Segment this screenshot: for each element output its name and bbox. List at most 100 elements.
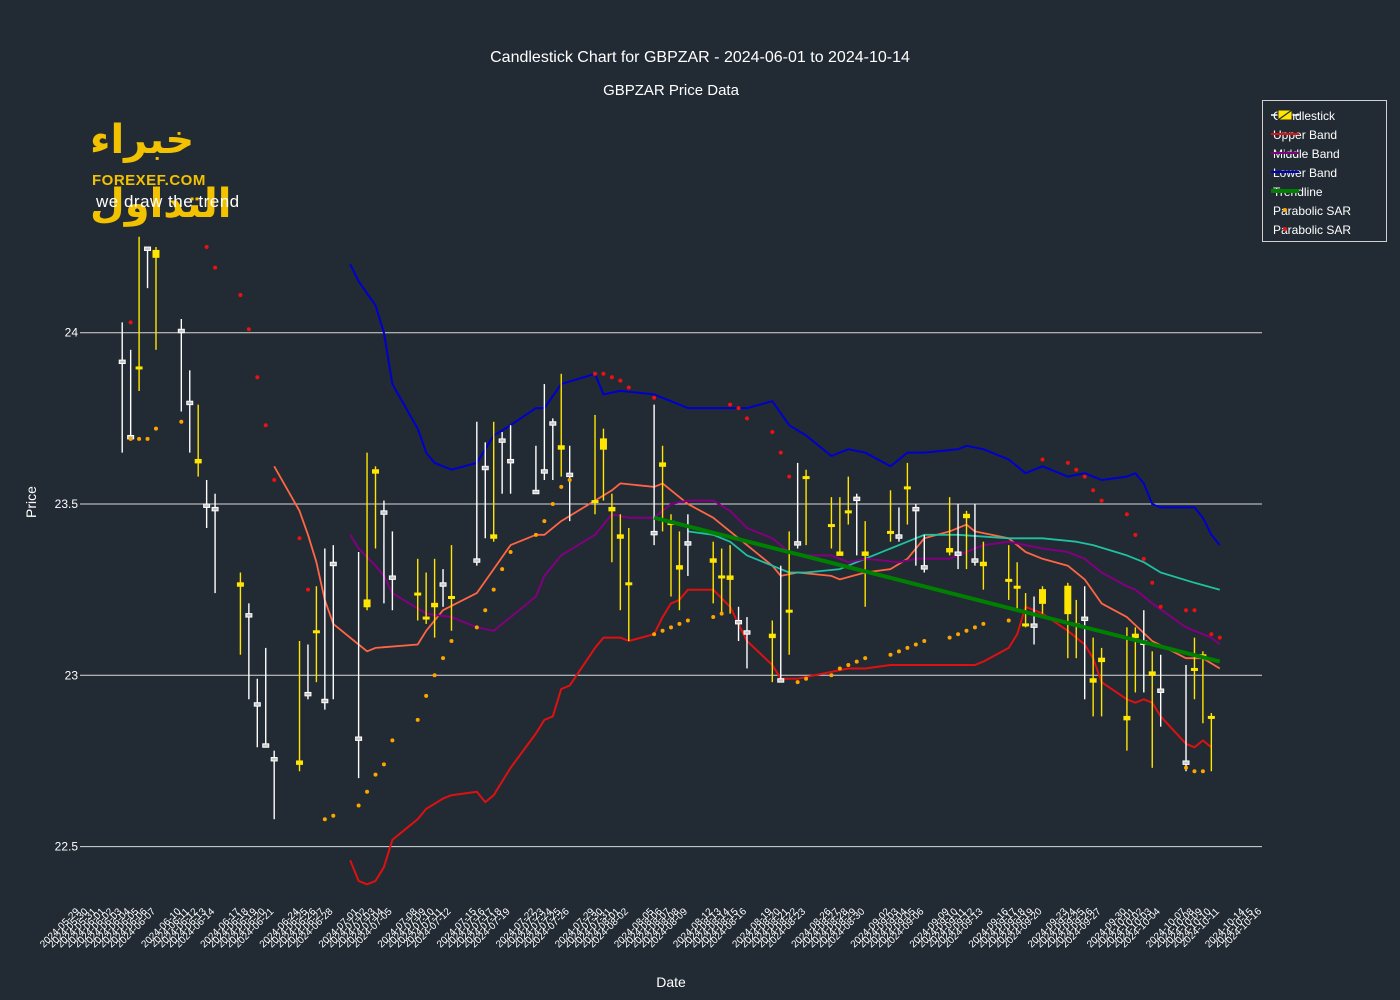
psar-dot-yellow [331,813,336,818]
candle [194,404,202,477]
logo-tagline: we draw the trend [96,192,240,211]
legend-label: Upper Band [1273,128,1338,142]
candle-body [177,328,185,334]
psar-dot-yellow [550,502,555,506]
candle [431,558,439,638]
psar-dot-red [1074,467,1079,472]
candle-body [270,757,278,762]
candle-body [481,465,489,471]
extra-line [687,530,1221,591]
legend-label: Lower Band [1273,166,1338,180]
candle [1157,654,1165,727]
candle [388,531,396,611]
psar-dot-yellow [1200,769,1205,774]
psar-dot-yellow [981,621,986,626]
legend-item[interactable]: Trendline [1269,184,1323,200]
psar-dot-yellow [500,567,505,572]
candle-body [608,506,616,512]
psar-dot-yellow [972,625,977,630]
candle-body [1038,589,1046,604]
grid-layer: 22.5 23 23.5 24 [55,326,1262,854]
psar-dot-red [626,385,631,390]
candle [540,384,548,481]
logo-arabic-text: خبراء التداول [90,117,232,227]
candle-body [1064,585,1072,615]
psar-dot-red [1158,604,1163,609]
legend-swatch [1271,189,1299,193]
candle-body [844,510,852,514]
candles-layer [118,236,1215,820]
candle [253,678,261,748]
psar-dot-yellow [956,632,961,637]
psar-dot-yellow [145,436,150,441]
candle-body [743,630,751,635]
candle-body [659,462,667,467]
legend-item[interactable]: Parabolic SAR [1269,222,1351,238]
legend-swatch [1283,208,1287,212]
candle-body [118,359,126,365]
candle-body [785,609,793,613]
candle [853,493,861,556]
candle-body [363,599,371,608]
y-tick-label: 23.5 [55,497,79,511]
candle [296,641,304,772]
psar-dot-red [263,423,268,428]
legend-item[interactable]: Candlestick [1269,108,1335,124]
candle [152,247,160,350]
psar-dot-yellow [660,628,665,633]
psar-dot-red [272,478,277,483]
candle [971,504,979,566]
candle [920,534,928,573]
psar-dot-red [1040,457,1045,462]
candle [1148,651,1156,768]
psar-dot-red [744,416,749,421]
psar-dot-red [213,265,218,270]
candle [675,531,683,611]
psar-dot-yellow [804,676,809,681]
candle-body [1190,667,1198,671]
candle [599,428,607,501]
psar-dot-red [736,406,741,411]
psar-dot-red [238,293,243,298]
candle [1140,610,1148,693]
psar-dot-red [593,371,598,376]
psar-dot-yellow [652,632,657,637]
psar-dot-red [1184,608,1189,613]
candle [186,370,194,453]
candle [1182,665,1190,772]
psar-dot-yellow [795,680,800,685]
psar-dot-red [1091,488,1096,493]
candle-body [321,698,329,704]
psar-dot-red [246,327,251,332]
candle [507,425,515,494]
psar-dot-yellow [424,693,429,698]
candle [743,617,751,669]
candle-body [1030,623,1038,628]
candle [1064,582,1072,659]
psar-dot-red [128,320,133,325]
candle [447,545,455,631]
candle [726,545,734,614]
psar-dot-yellow [474,625,479,630]
legend-item[interactable]: Parabolic SAR [1269,203,1351,219]
legend-item[interactable]: Upper Band [1269,127,1337,143]
psar-dot-yellow [896,649,901,654]
candle [1207,712,1215,772]
candle-body [599,438,607,450]
candle [802,469,810,546]
legend-swatch [1271,171,1299,173]
candle [321,548,329,710]
psar-dot-yellow [483,608,488,613]
candle [422,572,430,624]
candle [827,497,835,549]
psar-dot-red [1141,556,1146,561]
candle [127,349,135,440]
candle-body [388,575,396,580]
candle-body [1148,671,1156,676]
psar-dot-yellow [567,478,572,483]
legend-item[interactable]: Lower Band [1269,165,1337,181]
psar-dot-yellow [508,549,513,554]
candle-body [979,561,987,567]
candle-body [675,565,683,570]
legend-item[interactable]: Middle Band [1269,146,1340,162]
